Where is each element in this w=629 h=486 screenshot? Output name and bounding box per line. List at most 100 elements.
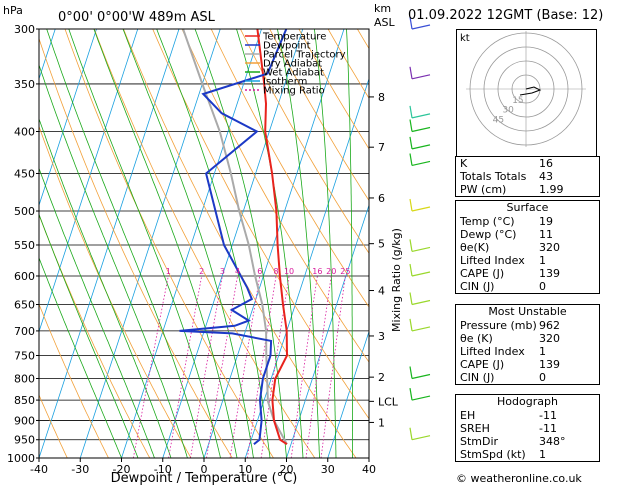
km-tick-label: 6 xyxy=(378,192,385,205)
pressure-tick-label: 300 xyxy=(14,23,35,36)
row-value: 16 xyxy=(539,157,553,170)
row-value: 962 xyxy=(539,319,560,332)
wet-adiabat-line xyxy=(194,29,287,458)
x-tick-label: -20 xyxy=(113,463,131,476)
legend-item: Mixing Ratio xyxy=(263,86,325,97)
dry-adiabat-line xyxy=(416,29,455,458)
isotherm-line xyxy=(39,29,97,207)
wind-barb-flag xyxy=(409,427,413,440)
table-row: θe (K) 320 xyxy=(456,332,599,345)
legend-item: Isotherm xyxy=(263,77,307,88)
wind-barb-flag xyxy=(409,16,413,30)
wind-barb-flag xyxy=(409,105,413,118)
legend-item: Dewpoint xyxy=(263,41,311,52)
row-key: Dewp (°C) xyxy=(460,228,517,241)
copyright-label: © weatheronline.co.uk xyxy=(456,472,582,485)
row-value: -11 xyxy=(539,422,557,435)
wind-barb-flag xyxy=(409,153,413,166)
pressure-tick-label: 350 xyxy=(14,78,35,91)
mixing-ratio-line xyxy=(206,275,238,458)
dry-adiabat-line xyxy=(445,29,455,458)
mixing-ratio-label: 8 xyxy=(274,267,279,276)
dry-adiabat-line xyxy=(39,125,192,458)
row-value: 1 xyxy=(539,448,546,461)
mixing-ratio-label: 10 xyxy=(284,267,294,276)
wet-adiabat-line xyxy=(39,256,122,458)
wet-adiabat-line xyxy=(39,213,139,458)
legend-item: Temperature xyxy=(262,32,326,43)
hodograph-frame xyxy=(456,29,597,170)
row-key: Pressure (mb) xyxy=(460,319,537,332)
dry-adiabat-line xyxy=(123,29,357,458)
table-row: StmDir 348° xyxy=(456,435,599,448)
pressure-tick-label: 1000 xyxy=(7,452,35,465)
wet-adiabat-line xyxy=(156,29,271,458)
pressure-tick-label: 950 xyxy=(14,434,35,447)
km-unit-label: km xyxy=(374,2,391,15)
wind-barb xyxy=(411,126,431,133)
km-tick-label: 3 xyxy=(378,330,385,343)
mixing-ratio-line xyxy=(229,275,261,458)
km-tick-label: 4 xyxy=(378,285,385,298)
pressure-tick-label: 750 xyxy=(14,349,35,362)
wind-barb-flag xyxy=(409,318,413,332)
pressure-tick-label: 600 xyxy=(14,270,35,283)
wind-barb xyxy=(411,435,431,441)
wet-adiabat-line xyxy=(46,29,205,458)
row-key: Lifted Index xyxy=(460,345,525,358)
row-key: θe (K) xyxy=(460,332,493,345)
table-row: EH -11 xyxy=(456,409,599,422)
table-row: θe(K) 320 xyxy=(456,241,599,254)
x-tick-label: -40 xyxy=(30,463,48,476)
wet-adiabat-line xyxy=(68,29,221,458)
table-title: Surface xyxy=(506,201,549,214)
datetime-label: 01.09.2022 12GMT (Base: 12) xyxy=(408,8,604,23)
table-row: CAPE (J) 139 xyxy=(456,267,599,280)
wind-barb xyxy=(411,299,431,306)
hodograph-ring-label: 15 xyxy=(512,96,523,106)
wet-adiabat-line xyxy=(39,63,188,458)
table-row: K 16 xyxy=(456,157,599,170)
table-row: Pressure (mb) 962 xyxy=(456,319,599,332)
table-row: Lifted Index 1 xyxy=(456,345,599,358)
wind-barb xyxy=(411,24,431,30)
dry-adiabat-line xyxy=(210,29,369,308)
x-tick-label: 40 xyxy=(362,463,376,476)
pressure-tick-label: 450 xyxy=(14,167,35,180)
mixing-ratio-labels: 1 2 3 4 6 8 10 16 20 25 xyxy=(166,267,351,276)
dry-adiabat-line xyxy=(269,29,369,202)
temperature-line xyxy=(256,29,289,446)
row-key: Totals Totals xyxy=(460,170,527,183)
parcel-trajectory-line xyxy=(182,29,288,445)
wind-barb xyxy=(411,326,431,332)
row-key: θe(K) xyxy=(460,241,490,254)
row-key: Lifted Index xyxy=(460,254,525,267)
legend-item: Dry Adiabat xyxy=(263,59,322,70)
mixing-ratio-line xyxy=(290,275,318,458)
skewt-chart: 1 2 3 4 6 8 10 16 20 2530035040045050055060065070… xyxy=(3,2,455,486)
isotherm-line xyxy=(39,29,180,458)
row-key: PW (cm) xyxy=(460,183,507,196)
mixing-ratio-label: 25 xyxy=(340,267,350,276)
wind-barb xyxy=(411,144,431,150)
row-value: 320 xyxy=(539,241,560,254)
km-tick-label: 8 xyxy=(378,91,385,104)
pressure-tick-label: 650 xyxy=(14,299,35,312)
km-tick-label: 2 xyxy=(378,371,385,384)
row-value: 0 xyxy=(539,280,546,293)
wet-adiabat-line xyxy=(346,29,353,458)
row-key: EH xyxy=(460,409,476,422)
row-key: CAPE (J) xyxy=(460,358,505,371)
table-row: CIN (J) 0 xyxy=(456,371,599,384)
x-tick-label: 20 xyxy=(280,463,294,476)
mixing-ratio-label: 6 xyxy=(257,267,262,276)
table-row: Lifted Index 1 xyxy=(456,254,599,267)
x-tick-label: -30 xyxy=(71,463,89,476)
pressure-tick-label: 400 xyxy=(14,126,35,139)
row-key: StmSpd (kt) xyxy=(460,448,526,461)
wind-barbs xyxy=(409,16,431,441)
isotherm-line xyxy=(286,203,369,458)
hodograph-ring-label: 30 xyxy=(502,106,514,116)
hodograph-unit: kt xyxy=(460,33,470,44)
km-tick-label: LCL xyxy=(378,395,399,408)
